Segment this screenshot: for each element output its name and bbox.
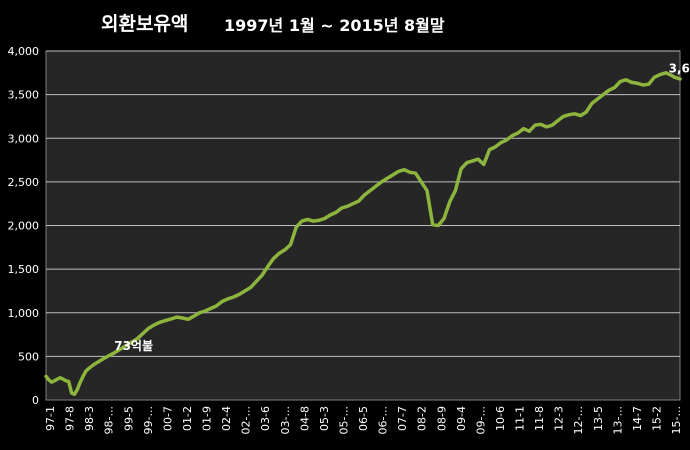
data-annotation: 73억불 bbox=[114, 339, 153, 353]
x-tick-label: 07-7 bbox=[396, 406, 409, 431]
x-tick-label: 06-5 bbox=[357, 406, 370, 431]
x-tick-label: 15-... bbox=[670, 406, 683, 434]
y-tick-label: 2,000 bbox=[8, 220, 40, 233]
x-tick-label: 11-1 bbox=[514, 406, 527, 431]
series-line bbox=[44, 71, 682, 397]
x-tick-label: 12-... bbox=[572, 406, 585, 434]
x-tick-label: 06-... bbox=[377, 406, 390, 434]
chart-subtitle: 1997년 1월 ~ 2015년 8월말 bbox=[224, 16, 445, 35]
x-tick-label: 12-3 bbox=[553, 406, 566, 431]
x-tick-label: 09-4 bbox=[455, 406, 468, 431]
x-tick-label: 05-... bbox=[337, 406, 350, 434]
x-tick-label: 99-... bbox=[142, 406, 155, 434]
x-tick-label: 08-9 bbox=[435, 406, 448, 431]
x-tick-label: 08-2 bbox=[416, 406, 429, 431]
x-tick-label: 14-7 bbox=[631, 406, 644, 431]
x-tick-label: 03-6 bbox=[259, 406, 272, 431]
y-tick-label: 500 bbox=[18, 350, 39, 363]
x-tick-label: 97-1 bbox=[44, 406, 57, 431]
x-tick-label: 98-3 bbox=[83, 406, 96, 431]
x-tick-label: 13-5 bbox=[592, 406, 605, 431]
y-tick-label: 0 bbox=[32, 394, 39, 407]
x-tick-label: 99-5 bbox=[122, 406, 135, 431]
x-tick-label: 02-... bbox=[240, 406, 253, 434]
x-tick-label: 13-... bbox=[611, 406, 624, 434]
x-tick-label: 01-9 bbox=[201, 406, 214, 431]
x-tick-label: 04-8 bbox=[298, 406, 311, 431]
y-tick-label: 3,000 bbox=[8, 132, 40, 145]
x-tick-label: 00-7 bbox=[161, 406, 174, 431]
x-tick-label: 15-2 bbox=[650, 406, 663, 431]
x-tick-label: 11-8 bbox=[533, 406, 546, 431]
chart-title: 외환보유액 bbox=[101, 13, 189, 35]
x-tick-label: 03-... bbox=[279, 406, 292, 434]
x-tick-label: 98-... bbox=[103, 406, 116, 434]
data-annotation: 3,679억불 bbox=[669, 61, 690, 75]
y-tick-label: 2,500 bbox=[8, 176, 40, 189]
x-tick-label: 02-4 bbox=[220, 406, 233, 431]
y-tick-label: 1,500 bbox=[8, 263, 40, 276]
x-tick-label: 01-2 bbox=[181, 406, 194, 431]
y-tick-label: 4,000 bbox=[8, 45, 40, 58]
y-tick-label: 1,000 bbox=[8, 307, 40, 320]
x-tick-label: 09-... bbox=[474, 406, 487, 434]
x-tick-label: 10-6 bbox=[494, 406, 507, 431]
x-tick-label: 97-8 bbox=[64, 406, 77, 431]
x-tick-label: 05-3 bbox=[318, 406, 331, 431]
y-tick-label: 3,500 bbox=[8, 89, 40, 102]
